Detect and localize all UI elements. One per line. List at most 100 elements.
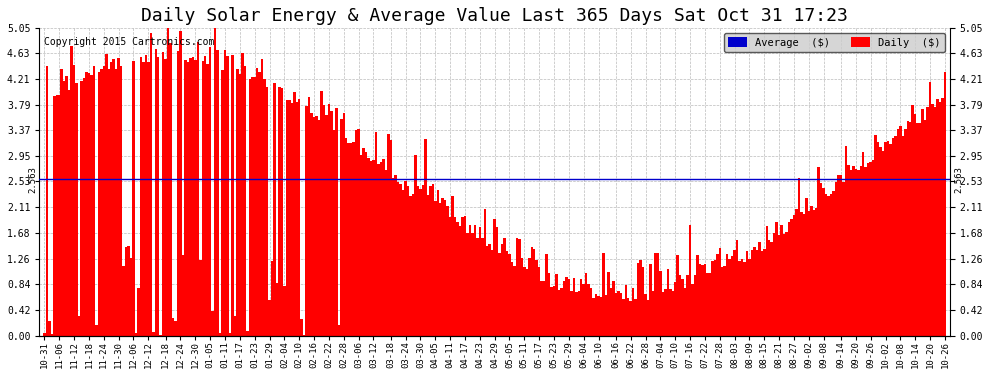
- Bar: [664, 289, 666, 336]
- Bar: [696, 255, 699, 336]
- Bar: [691, 284, 694, 336]
- Bar: [902, 136, 904, 336]
- Bar: [239, 74, 242, 336]
- Bar: [409, 196, 412, 336]
- Bar: [63, 81, 65, 336]
- Bar: [154, 49, 157, 336]
- Bar: [521, 258, 523, 336]
- Bar: [917, 123, 919, 336]
- Bar: [552, 286, 555, 336]
- Bar: [934, 107, 937, 336]
- Bar: [113, 60, 115, 336]
- Bar: [481, 238, 483, 336]
- Bar: [374, 132, 377, 336]
- Bar: [174, 321, 177, 336]
- Bar: [625, 285, 627, 336]
- Bar: [429, 186, 432, 336]
- Text: 2.563: 2.563: [28, 166, 37, 193]
- Bar: [612, 281, 615, 336]
- Bar: [818, 166, 820, 336]
- Bar: [493, 219, 496, 336]
- Bar: [869, 162, 872, 336]
- Bar: [397, 182, 399, 336]
- Bar: [585, 273, 587, 336]
- Bar: [444, 200, 446, 336]
- Bar: [248, 79, 251, 336]
- Bar: [140, 57, 143, 336]
- Bar: [528, 258, 531, 336]
- Bar: [164, 59, 167, 336]
- Bar: [44, 333, 46, 336]
- Bar: [526, 268, 528, 336]
- Bar: [750, 250, 753, 336]
- Bar: [399, 184, 402, 336]
- Bar: [333, 130, 335, 336]
- Bar: [508, 254, 511, 336]
- Bar: [734, 249, 736, 336]
- Bar: [838, 175, 840, 336]
- Bar: [704, 264, 706, 336]
- Bar: [384, 170, 387, 336]
- Bar: [315, 116, 318, 336]
- Bar: [83, 78, 85, 336]
- Bar: [879, 147, 882, 336]
- Bar: [622, 299, 625, 336]
- Bar: [577, 291, 580, 336]
- Bar: [867, 164, 869, 336]
- Bar: [538, 267, 541, 336]
- Bar: [138, 288, 140, 336]
- Bar: [597, 296, 600, 336]
- Bar: [476, 238, 478, 336]
- Bar: [197, 42, 199, 336]
- Bar: [387, 134, 389, 336]
- Bar: [486, 246, 488, 336]
- Bar: [753, 247, 755, 336]
- Bar: [247, 331, 248, 336]
- Bar: [300, 319, 303, 336]
- Bar: [721, 267, 724, 336]
- Bar: [288, 100, 290, 336]
- Bar: [640, 260, 642, 336]
- Bar: [53, 96, 55, 336]
- Bar: [251, 76, 253, 336]
- Bar: [466, 232, 468, 336]
- Bar: [835, 183, 838, 336]
- Bar: [541, 281, 543, 336]
- Bar: [143, 62, 145, 336]
- Bar: [592, 298, 595, 336]
- Bar: [407, 186, 409, 336]
- Bar: [632, 288, 635, 336]
- Bar: [58, 95, 60, 336]
- Bar: [491, 250, 493, 336]
- Bar: [78, 316, 80, 336]
- Bar: [659, 272, 661, 336]
- Bar: [719, 248, 721, 336]
- Bar: [437, 190, 439, 336]
- Bar: [448, 217, 451, 336]
- Bar: [788, 222, 790, 336]
- Bar: [656, 253, 659, 336]
- Bar: [68, 90, 70, 336]
- Bar: [295, 102, 298, 336]
- Bar: [276, 284, 278, 336]
- Bar: [543, 281, 545, 336]
- Bar: [755, 251, 758, 336]
- Bar: [842, 182, 844, 336]
- Bar: [813, 210, 815, 336]
- Bar: [237, 69, 239, 336]
- Bar: [362, 148, 364, 336]
- Bar: [266, 87, 268, 336]
- Bar: [60, 69, 63, 336]
- Bar: [349, 144, 352, 336]
- Bar: [402, 190, 404, 336]
- Bar: [456, 222, 458, 336]
- Bar: [46, 66, 49, 336]
- Bar: [927, 107, 929, 336]
- Bar: [785, 232, 788, 336]
- Bar: [600, 297, 602, 336]
- Bar: [50, 334, 53, 336]
- Bar: [743, 261, 745, 336]
- Bar: [149, 33, 152, 336]
- Bar: [187, 62, 189, 336]
- Bar: [75, 83, 78, 336]
